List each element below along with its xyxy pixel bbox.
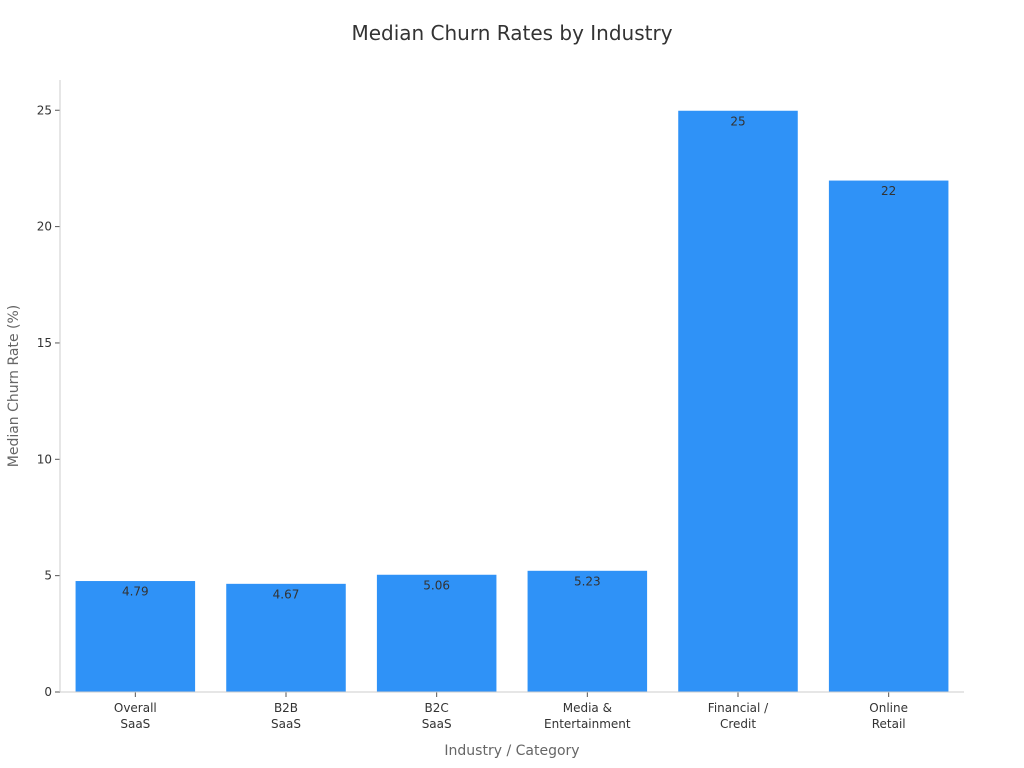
y-tick-label: 10 <box>37 452 52 466</box>
x-tick-label: SaaS <box>422 717 452 731</box>
x-axis-label: Industry / Category <box>444 743 579 759</box>
x-tick-label: Online <box>869 701 908 715</box>
bar <box>225 582 347 693</box>
bar <box>375 573 498 693</box>
bar-value-label: 25 <box>730 114 745 128</box>
y-axis-ticks: 0 5 10 15 20 25 <box>37 103 60 699</box>
y-tick-label: 25 <box>37 103 52 117</box>
bar-value-label: 22 <box>881 184 896 198</box>
x-axis-ticks: Overall SaaS B2B SaaS B2C SaaS Media & Entertai… <box>114 692 908 731</box>
x-tick-label: B2B <box>274 701 298 715</box>
y-tick-label: 0 <box>44 685 52 699</box>
x-tick-label: Retail <box>872 717 906 731</box>
bar <box>526 569 649 693</box>
bar-value-label: 4.79 <box>122 585 149 599</box>
y-tick-label: 5 <box>44 569 52 583</box>
x-tick-label: Entertainment <box>544 717 631 731</box>
bar <box>677 109 799 693</box>
y-tick-label: 15 <box>37 336 52 350</box>
x-tick-label: SaaS <box>120 717 150 731</box>
chart-title: Median Churn Rates by Industry <box>351 21 672 45</box>
bar <box>827 179 950 693</box>
y-tick-label: 20 <box>37 220 52 234</box>
x-tick-label: SaaS <box>271 717 301 731</box>
x-tick-label: Media & <box>563 701 612 715</box>
bar-value-label: 5.23 <box>574 574 601 588</box>
bars-group: 4.79 4.67 5.06 5.23 25 22 <box>74 109 950 693</box>
x-tick-label: Overall <box>114 701 157 715</box>
x-tick-label: Credit <box>720 717 756 731</box>
x-tick-label: B2C <box>425 701 449 715</box>
y-axis-label: Median Churn Rate (%) <box>6 305 22 468</box>
bar-value-label: 4.67 <box>273 587 300 601</box>
x-tick-label: Financial / <box>708 701 769 715</box>
bar-value-label: 5.06 <box>423 578 450 592</box>
